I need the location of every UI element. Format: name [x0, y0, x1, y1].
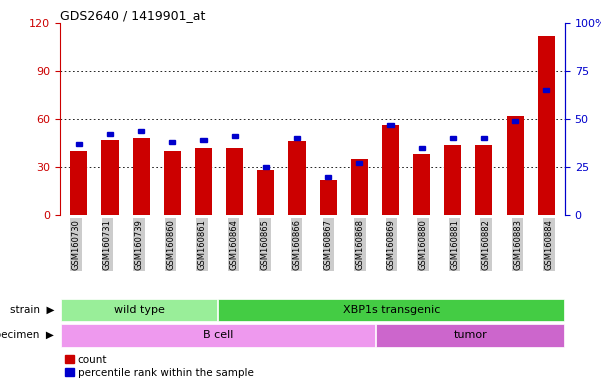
Bar [507, 116, 523, 215]
Bar [325, 175, 331, 179]
Text: GSM160880: GSM160880 [418, 219, 427, 270]
Bar [226, 148, 243, 215]
Bar [200, 138, 207, 142]
FancyBboxPatch shape [61, 299, 217, 321]
Text: GSM160868: GSM160868 [355, 219, 364, 270]
Bar [450, 136, 456, 140]
Text: GSM160866: GSM160866 [292, 219, 301, 270]
Text: GSM160867: GSM160867 [324, 219, 333, 270]
Bar [512, 119, 518, 123]
Bar [76, 142, 82, 146]
Text: GDS2640 / 1419901_at: GDS2640 / 1419901_at [60, 9, 206, 22]
Text: GSM160864: GSM160864 [229, 219, 238, 270]
Text: GSM160731: GSM160731 [103, 219, 112, 270]
Text: specimen  ▶: specimen ▶ [0, 330, 54, 341]
Bar [257, 170, 274, 215]
Bar [102, 140, 118, 215]
Bar [231, 134, 238, 138]
Bar [294, 136, 300, 140]
Text: wild type: wild type [114, 305, 165, 315]
Bar [263, 165, 269, 169]
Text: GSM160869: GSM160869 [387, 219, 396, 270]
Text: GSM160860: GSM160860 [166, 219, 175, 270]
Text: tumor: tumor [453, 330, 487, 341]
Bar [543, 88, 549, 92]
Bar [107, 132, 113, 136]
Text: XBP1s transgenic: XBP1s transgenic [343, 305, 440, 315]
Bar [169, 140, 175, 144]
Text: GSM160881: GSM160881 [450, 219, 459, 270]
Bar [475, 145, 492, 215]
Bar [481, 136, 487, 140]
Text: B cell: B cell [203, 330, 233, 341]
Text: GSM160730: GSM160730 [72, 219, 81, 270]
Bar [418, 146, 425, 150]
FancyBboxPatch shape [61, 324, 375, 346]
Bar [288, 141, 305, 215]
Text: GSM160861: GSM160861 [198, 219, 207, 270]
Bar [133, 138, 150, 215]
Legend: count, percentile rank within the sample: count, percentile rank within the sample [66, 355, 254, 378]
Bar [138, 129, 144, 132]
Bar [356, 161, 362, 165]
Bar [382, 126, 399, 215]
Text: GSM160884: GSM160884 [545, 219, 554, 270]
Bar [538, 36, 555, 215]
Bar [351, 159, 368, 215]
Bar [444, 145, 462, 215]
Bar [320, 180, 337, 215]
Bar [413, 154, 430, 215]
FancyBboxPatch shape [376, 324, 564, 346]
Bar [195, 148, 212, 215]
Text: GSM160865: GSM160865 [261, 219, 270, 270]
Bar [387, 123, 394, 127]
FancyBboxPatch shape [219, 299, 564, 321]
Bar [163, 151, 181, 215]
Text: GSM160882: GSM160882 [481, 219, 490, 270]
Text: GSM160739: GSM160739 [135, 219, 144, 270]
Bar [70, 151, 87, 215]
Text: GSM160883: GSM160883 [513, 219, 522, 270]
Text: strain  ▶: strain ▶ [10, 305, 54, 315]
